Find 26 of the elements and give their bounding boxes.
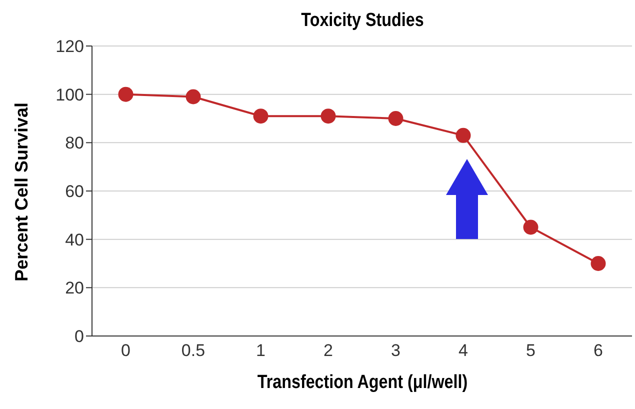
point	[590, 256, 606, 271]
point	[523, 220, 538, 235]
point	[186, 89, 201, 104]
x-tick-label: 1	[256, 341, 266, 360]
y-tick-label: 120	[56, 37, 84, 56]
y-tick-label: 0	[74, 327, 84, 346]
y-tick-label: 100	[56, 85, 84, 104]
x-axis-title: Transfection Agent (μl/well)	[256, 372, 469, 394]
y-tick-label: 60	[65, 182, 84, 202]
point	[118, 86, 134, 102]
chart-title: Toxicity Studies	[300, 10, 425, 32]
x-tick-label: 6	[594, 341, 603, 360]
x-tick-label: 2	[324, 341, 333, 360]
point	[320, 108, 336, 124]
x-tick-label: 0	[121, 341, 130, 360]
y-tick-label: 80	[65, 134, 84, 153]
point	[388, 111, 404, 126]
point	[253, 108, 268, 124]
x-tick-label: 3	[391, 341, 400, 360]
y-tick-label: 20	[65, 278, 84, 298]
x-tick-label: 0.5	[181, 341, 206, 360]
x-tick-label: 4	[458, 341, 468, 360]
point	[456, 128, 471, 143]
y-tick-label: 40	[65, 230, 84, 250]
x-tick-label: 5	[526, 341, 536, 360]
y-axis-title: Percent Cell Survival	[12, 102, 32, 282]
